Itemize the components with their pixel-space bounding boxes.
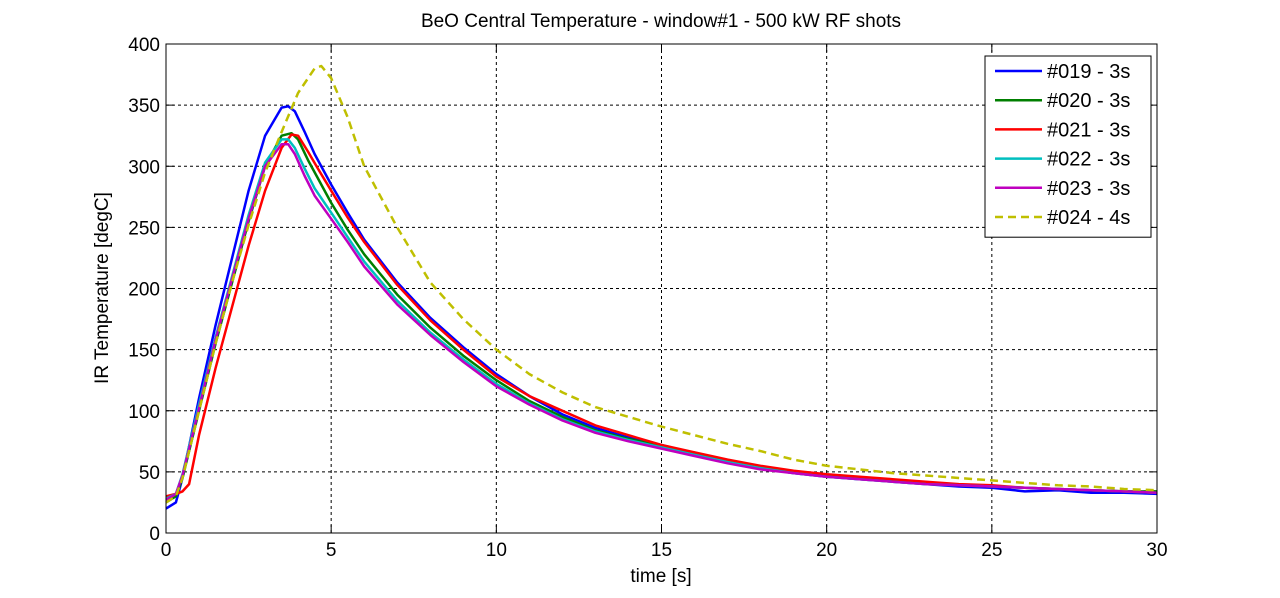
y-tick-label: 400 [128,35,160,56]
legend-label-4: #022 - 3s [1047,149,1130,171]
x-axis-title: time [s] [630,566,691,587]
legend-label-6: #024 - 4s [1047,207,1130,229]
legend-label-2: #020 - 3s [1047,90,1130,112]
y-tick-label: 200 [128,280,160,301]
x-tick-label: 5 [326,540,337,561]
legend-label-3: #021 - 3s [1047,119,1130,141]
x-tick-label: 25 [981,540,1002,561]
y-tick-label: 150 [128,341,160,362]
legend-label-5: #023 - 3s [1047,178,1130,200]
series-lines [165,64,1158,510]
x-tick-label: 0 [161,540,172,561]
series-line-6 [165,64,1158,504]
y-axis-title: IR Temperature [degC] [92,192,113,384]
legend-box [984,55,1152,238]
y-tick-label: 300 [128,157,160,178]
y-tick-label: 0 [149,524,160,545]
y-tick-label: 250 [128,218,160,239]
series-line-3 [165,133,1158,498]
y-tick-label: 350 [128,96,160,117]
legend: #019 - 3s #020 - 3s #021 - 3s #022 - 3s #023… [984,55,1152,238]
x-tick-label: 20 [816,540,837,561]
y-tick-label: 50 [139,463,160,484]
x-tick-label: 15 [651,540,672,561]
x-tick-label: 30 [1146,540,1167,561]
legend-label-1: #019 - 3s [1047,61,1130,83]
x-tick-label: 10 [486,540,507,561]
series-line-5 [165,142,1158,502]
chart-title: BeO Central Temperature - window#1 - 500… [421,11,901,32]
y-tick-label: 100 [128,402,160,423]
